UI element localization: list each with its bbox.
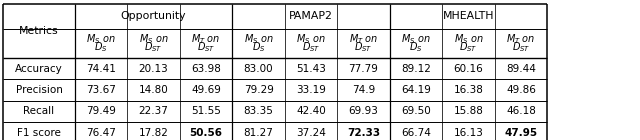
Text: $M_S$ on: $M_S$ on	[244, 32, 273, 46]
Text: $D_{ST}$: $D_{ST}$	[460, 41, 477, 54]
Text: 46.18: 46.18	[506, 106, 536, 116]
Text: 89.12: 89.12	[401, 64, 431, 74]
Text: $D_S$: $D_S$	[252, 41, 266, 54]
Text: $D_S$: $D_S$	[409, 41, 423, 54]
Text: 33.19: 33.19	[296, 85, 326, 95]
Text: 69.93: 69.93	[349, 106, 378, 116]
Text: 66.74: 66.74	[401, 128, 431, 138]
Text: $M_T$ on: $M_T$ on	[349, 32, 378, 46]
Text: 74.9: 74.9	[352, 85, 375, 95]
Text: 37.24: 37.24	[296, 128, 326, 138]
Text: 76.47: 76.47	[86, 128, 116, 138]
Text: 72.33: 72.33	[347, 128, 380, 138]
Text: Opportunity: Opportunity	[121, 11, 186, 21]
Text: 51.55: 51.55	[191, 106, 221, 116]
Text: 50.56: 50.56	[189, 128, 223, 138]
Text: 60.16: 60.16	[454, 64, 483, 74]
Text: 89.44: 89.44	[506, 64, 536, 74]
Text: $M_S$ on: $M_S$ on	[139, 32, 168, 46]
Text: 15.88: 15.88	[454, 106, 483, 116]
Text: Recall: Recall	[24, 106, 54, 116]
Text: $D_{ST}$: $D_{ST}$	[197, 41, 215, 54]
Text: Precision: Precision	[15, 85, 63, 95]
Text: MHEALTH: MHEALTH	[443, 11, 494, 21]
Text: 49.69: 49.69	[191, 85, 221, 95]
Text: 79.49: 79.49	[86, 106, 116, 116]
Text: $M_S$ on: $M_S$ on	[86, 32, 116, 46]
Text: $D_{ST}$: $D_{ST}$	[512, 41, 530, 54]
Text: Accuracy: Accuracy	[15, 64, 63, 74]
Text: 49.86: 49.86	[506, 85, 536, 95]
Text: 16.38: 16.38	[454, 85, 483, 95]
Text: 77.79: 77.79	[349, 64, 378, 74]
Text: $M_S$ on: $M_S$ on	[454, 32, 483, 46]
Text: $M_S$ on: $M_S$ on	[401, 32, 431, 46]
Text: 22.37: 22.37	[139, 106, 168, 116]
Text: PAMAP2: PAMAP2	[289, 11, 333, 21]
Text: 16.13: 16.13	[454, 128, 483, 138]
Text: 74.41: 74.41	[86, 64, 116, 74]
Text: 83.00: 83.00	[244, 64, 273, 74]
Text: Metrics: Metrics	[19, 26, 59, 36]
Text: 79.29: 79.29	[244, 85, 273, 95]
Text: 51.43: 51.43	[296, 64, 326, 74]
Text: 73.67: 73.67	[86, 85, 116, 95]
Text: $M_T$ on: $M_T$ on	[506, 32, 536, 46]
Text: 47.95: 47.95	[504, 128, 538, 138]
Text: 69.50: 69.50	[401, 106, 431, 116]
Text: 81.27: 81.27	[244, 128, 273, 138]
Text: 64.19: 64.19	[401, 85, 431, 95]
Text: $D_{ST}$: $D_{ST}$	[355, 41, 372, 54]
Text: $D_{ST}$: $D_{ST}$	[145, 41, 163, 54]
Text: 63.98: 63.98	[191, 64, 221, 74]
Text: 17.82: 17.82	[139, 128, 168, 138]
Text: F1 score: F1 score	[17, 128, 61, 138]
Text: 42.40: 42.40	[296, 106, 326, 116]
Text: 20.13: 20.13	[139, 64, 168, 74]
Text: 83.35: 83.35	[244, 106, 273, 116]
Text: 14.80: 14.80	[139, 85, 168, 95]
Text: $D_S$: $D_S$	[94, 41, 108, 54]
Text: $M_T$ on: $M_T$ on	[191, 32, 221, 46]
Text: $M_S$ on: $M_S$ on	[296, 32, 326, 46]
Text: $D_{ST}$: $D_{ST}$	[302, 41, 320, 54]
